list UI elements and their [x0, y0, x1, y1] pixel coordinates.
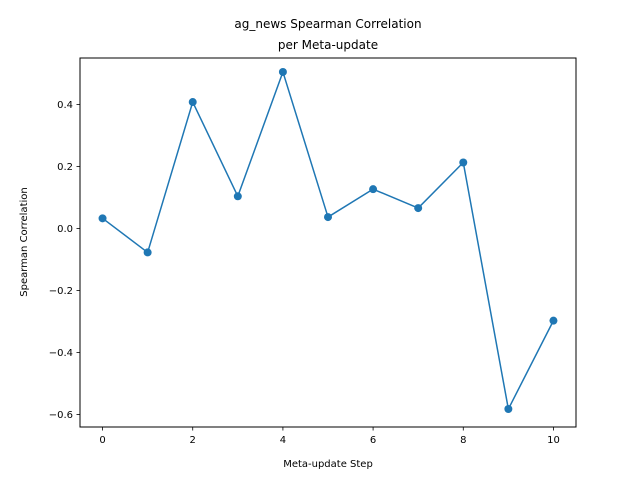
- data-point: [143, 248, 152, 257]
- chart-title-line-1: ag_news Spearman Correlation: [234, 17, 421, 31]
- data-point: [278, 67, 287, 76]
- data-point: [98, 214, 107, 223]
- data-point: [459, 158, 468, 167]
- y-axis-label: Spearman Correlation: [19, 187, 30, 296]
- data-point: [233, 192, 242, 201]
- data-point: [324, 213, 332, 222]
- y-tick-label: 0.4: [57, 100, 73, 111]
- data-point: [188, 98, 197, 107]
- y-tick-label: −0.4: [49, 348, 73, 359]
- chart-title-line-2: per Meta-update: [278, 38, 378, 52]
- series-layer: [98, 67, 558, 414]
- y-tick-label: 0.2: [57, 162, 73, 173]
- data-point: [414, 204, 423, 213]
- x-tick-label: 4: [280, 435, 286, 446]
- data-point: [504, 405, 513, 414]
- y-tick-label: −0.6: [49, 410, 73, 421]
- x-tick-label: 2: [190, 435, 196, 446]
- y-tick-label: 0.0: [57, 224, 73, 235]
- x-tick-label: 6: [370, 435, 376, 446]
- tick-layer: 0 2 4 6 8 10 −0.6 −0.4 −0.2 0.0 0.2 0.4: [49, 100, 560, 446]
- x-tick-label: 10: [547, 435, 560, 446]
- data-point: [369, 185, 378, 194]
- data-point: [549, 316, 558, 325]
- x-tick-label: 0: [99, 435, 105, 446]
- x-tick-label: 8: [460, 435, 466, 446]
- plot-area-frame: [79, 57, 577, 428]
- x-axis-label: Meta-update Step: [283, 459, 373, 470]
- y-tick-label: −0.2: [49, 286, 73, 297]
